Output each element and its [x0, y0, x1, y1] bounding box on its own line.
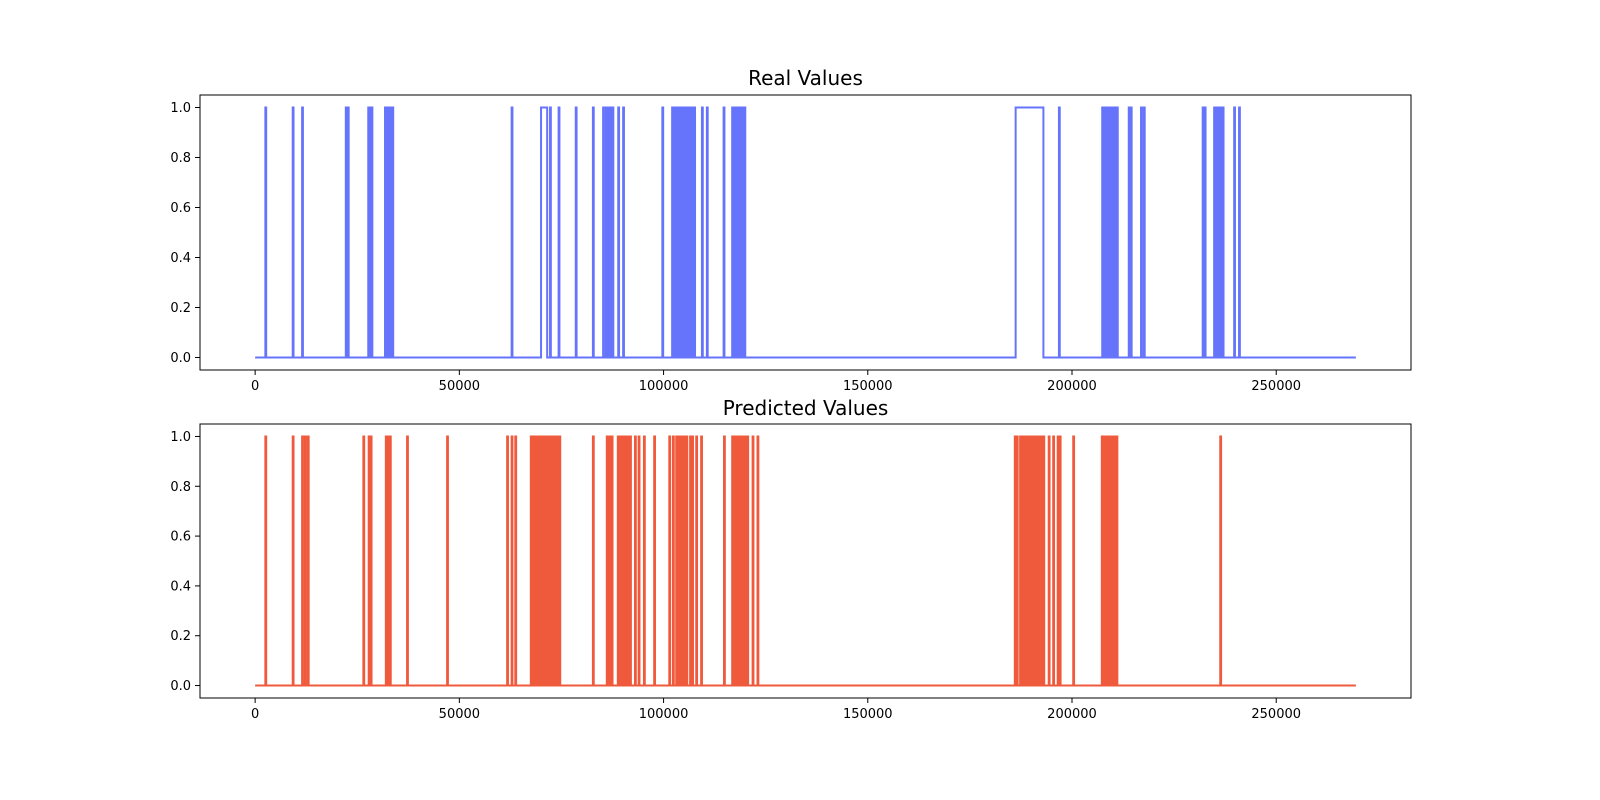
real-xtick-label: 150000 — [843, 379, 893, 394]
real-xtick-label: 250000 — [1251, 379, 1301, 394]
predicted-xtick-label: 200000 — [1047, 707, 1097, 722]
predicted-ytick-label: 0.0 — [170, 679, 191, 694]
real-xtick-label: 0 — [251, 379, 259, 394]
predicted-values-panel: Predicted Values 0 50000 100000 150000 200000… — [170, 396, 1412, 722]
real-values-line — [255, 106, 1356, 359]
predicted-ytick-label: 0.4 — [170, 579, 191, 594]
predicted-ytick-label: 1.0 — [170, 430, 191, 445]
real-ytick-label: 0.6 — [170, 201, 191, 216]
real-ytick-label: 0.2 — [170, 301, 191, 316]
real-chart-title: Real Values — [748, 66, 863, 90]
predicted-ytick-label: 0.6 — [170, 530, 191, 545]
predicted-ytick-label: 0.8 — [170, 480, 191, 495]
real-ytick-label: 0.4 — [170, 251, 191, 266]
predicted-xtick-label: 0 — [251, 707, 259, 722]
predicted-plot-frame — [199, 423, 1412, 699]
real-xtick-label: 50000 — [439, 379, 480, 394]
real-xtick-label: 200000 — [1047, 379, 1097, 394]
predicted-xtick-label: 50000 — [439, 707, 480, 722]
real-ytick-label: 1.0 — [170, 101, 191, 116]
predicted-xtick-label: 250000 — [1251, 707, 1301, 722]
predicted-ytick-label: 0.2 — [170, 629, 191, 644]
real-ytick-label: 0.0 — [170, 351, 191, 366]
predicted-xtick-label: 100000 — [639, 707, 689, 722]
predicted-values-line — [255, 435, 1356, 687]
predicted-chart-title: Predicted Values — [723, 396, 889, 420]
predicted-xtick-label: 150000 — [843, 707, 893, 722]
real-xtick-label: 100000 — [639, 379, 689, 394]
real-values-panel: Real Values 0 50000 100000 150000 200000 25000… — [170, 66, 1412, 394]
real-plot-frame — [199, 94, 1412, 371]
real-ytick-label: 0.8 — [170, 151, 191, 166]
